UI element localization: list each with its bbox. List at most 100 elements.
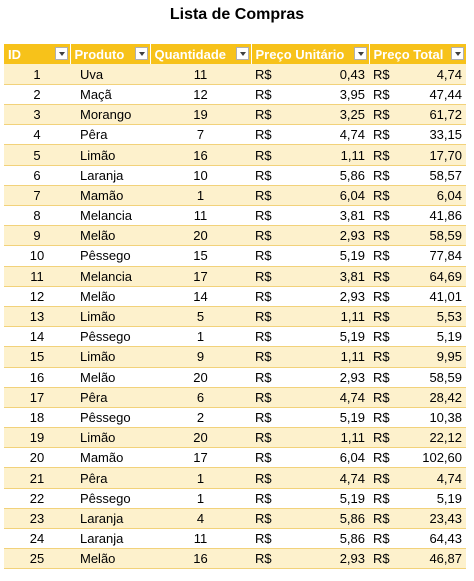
- cell-preco-total[interactable]: R$ 102,60: [369, 447, 466, 468]
- cell-preco-total[interactable]: R$ 23,43: [369, 508, 466, 529]
- cell-quantidade[interactable]: 12: [150, 84, 251, 105]
- cell-preco-unitario[interactable]: R$ 2,93: [251, 367, 369, 388]
- cell-preco-total[interactable]: R$ 41,01: [369, 286, 466, 307]
- cell-quantidade[interactable]: 6: [150, 387, 251, 408]
- cell-produto[interactable]: Pêra: [70, 467, 150, 489]
- cell-preco-total[interactable]: R$ 41,86: [369, 205, 466, 226]
- filter-dropdown-icon[interactable]: [235, 47, 249, 60]
- cell-produto[interactable]: Morango: [70, 104, 150, 125]
- cell-id[interactable]: 18: [4, 407, 70, 428]
- cell-produto[interactable]: Uva: [70, 64, 150, 85]
- cell-id[interactable]: 20: [4, 447, 70, 468]
- cell-id[interactable]: 22: [4, 488, 70, 509]
- cell-quantidade[interactable]: 1: [150, 326, 251, 347]
- cell-produto[interactable]: Limão: [70, 427, 150, 448]
- cell-quantidade[interactable]: 11: [150, 205, 251, 226]
- column-header-preco-unitario[interactable]: Preço Unitário: [251, 44, 370, 65]
- cell-produto[interactable]: Melão: [70, 548, 150, 569]
- filter-dropdown-icon[interactable]: [134, 47, 148, 60]
- cell-id[interactable]: 2: [4, 84, 70, 105]
- cell-produto[interactable]: Melão: [70, 367, 150, 388]
- cell-produto[interactable]: Maçã: [70, 84, 150, 105]
- cell-preco-unitario[interactable]: R$ 0,43: [251, 64, 369, 85]
- cell-preco-unitario[interactable]: R$ 1,11: [251, 346, 369, 367]
- cell-quantidade[interactable]: 2: [150, 407, 251, 428]
- cell-preco-unitario[interactable]: R$ 5,86: [251, 528, 369, 549]
- cell-produto[interactable]: Pêra: [70, 124, 150, 145]
- cell-quantidade[interactable]: 20: [150, 427, 251, 448]
- cell-id[interactable]: 10: [4, 245, 70, 267]
- cell-preco-unitario[interactable]: R$ 2,93: [251, 548, 369, 569]
- cell-id[interactable]: 17: [4, 387, 70, 408]
- cell-id[interactable]: 24: [4, 528, 70, 549]
- cell-preco-unitario[interactable]: R$ 6,04: [251, 447, 369, 468]
- cell-id[interactable]: 23: [4, 508, 70, 529]
- cell-produto[interactable]: Mamão: [70, 185, 150, 206]
- cell-preco-total[interactable]: R$ 5,19: [369, 326, 466, 347]
- column-header-produto[interactable]: Produto: [70, 44, 151, 65]
- cell-quantidade[interactable]: 20: [150, 367, 251, 388]
- cell-preco-unitario[interactable]: R$ 2,93: [251, 225, 369, 246]
- cell-id[interactable]: 13: [4, 306, 70, 327]
- cell-preco-total[interactable]: R$ 58,57: [369, 165, 466, 186]
- cell-id[interactable]: 14: [4, 326, 70, 347]
- cell-preco-unitario[interactable]: R$ 3,81: [251, 205, 369, 226]
- cell-produto[interactable]: Limão: [70, 144, 150, 166]
- cell-preco-total[interactable]: R$ 6,04: [369, 185, 466, 206]
- cell-produto[interactable]: Pêssego: [70, 245, 150, 267]
- cell-preco-unitario[interactable]: R$ 2,93: [251, 286, 369, 307]
- cell-produto[interactable]: Laranja: [70, 165, 150, 186]
- cell-produto[interactable]: Pêssego: [70, 326, 150, 347]
- cell-preco-unitario[interactable]: R$ 5,19: [251, 488, 369, 509]
- cell-produto[interactable]: Laranja: [70, 528, 150, 549]
- cell-id[interactable]: 15: [4, 346, 70, 367]
- cell-quantidade[interactable]: 15: [150, 245, 251, 267]
- cell-produto[interactable]: Melão: [70, 286, 150, 307]
- cell-id[interactable]: 16: [4, 367, 70, 388]
- cell-produto[interactable]: Melancia: [70, 205, 150, 226]
- cell-preco-unitario[interactable]: R$ 4,74: [251, 387, 369, 408]
- cell-id[interactable]: 3: [4, 104, 70, 125]
- cell-preco-unitario[interactable]: R$ 5,19: [251, 407, 369, 428]
- cell-preco-unitario[interactable]: R$ 3,95: [251, 84, 369, 105]
- cell-preco-total[interactable]: R$ 47,44: [369, 84, 466, 105]
- cell-quantidade[interactable]: 7: [150, 124, 251, 145]
- cell-id[interactable]: 19: [4, 427, 70, 448]
- cell-quantidade[interactable]: 4: [150, 508, 251, 529]
- cell-preco-unitario[interactable]: R$ 5,19: [251, 245, 369, 267]
- cell-quantidade[interactable]: 19: [150, 104, 251, 125]
- cell-id[interactable]: 5: [4, 144, 70, 166]
- cell-quantidade[interactable]: 16: [150, 548, 251, 569]
- cell-quantidade[interactable]: 1: [150, 185, 251, 206]
- cell-id[interactable]: 7: [4, 185, 70, 206]
- cell-quantidade[interactable]: 17: [150, 266, 251, 287]
- cell-preco-total[interactable]: R$ 61,72: [369, 104, 466, 125]
- column-header-preco-total[interactable]: Preço Total: [369, 44, 466, 65]
- column-header-quantidade[interactable]: Quantidade: [150, 44, 252, 65]
- cell-preco-total[interactable]: R$ 10,38: [369, 407, 466, 428]
- cell-quantidade[interactable]: 1: [150, 488, 251, 509]
- cell-preco-total[interactable]: R$ 5,19: [369, 488, 466, 509]
- cell-preco-unitario[interactable]: R$ 1,11: [251, 427, 369, 448]
- cell-preco-unitario[interactable]: R$ 1,11: [251, 306, 369, 327]
- cell-quantidade[interactable]: 1: [150, 467, 251, 489]
- cell-id[interactable]: 9: [4, 225, 70, 246]
- cell-preco-total[interactable]: R$ 17,70: [369, 144, 466, 166]
- cell-quantidade[interactable]: 14: [150, 286, 251, 307]
- cell-produto[interactable]: Laranja: [70, 508, 150, 529]
- cell-produto[interactable]: Limão: [70, 346, 150, 367]
- column-header-id[interactable]: ID: [4, 44, 71, 65]
- cell-preco-total[interactable]: R$ 64,69: [369, 266, 466, 287]
- cell-id[interactable]: 6: [4, 165, 70, 186]
- cell-preco-unitario[interactable]: R$ 6,04: [251, 185, 369, 206]
- cell-produto[interactable]: Pêssego: [70, 407, 150, 428]
- cell-quantidade[interactable]: 11: [150, 528, 251, 549]
- cell-preco-total[interactable]: R$ 46,87: [369, 548, 466, 569]
- cell-preco-unitario[interactable]: R$ 5,19: [251, 326, 369, 347]
- cell-produto[interactable]: Pêssego: [70, 488, 150, 509]
- cell-preco-total[interactable]: R$ 33,15: [369, 124, 466, 145]
- cell-preco-total[interactable]: R$ 22,12: [369, 427, 466, 448]
- cell-produto[interactable]: Limão: [70, 306, 150, 327]
- cell-produto[interactable]: Mamão: [70, 447, 150, 468]
- cell-preco-total[interactable]: R$ 4,74: [369, 467, 466, 489]
